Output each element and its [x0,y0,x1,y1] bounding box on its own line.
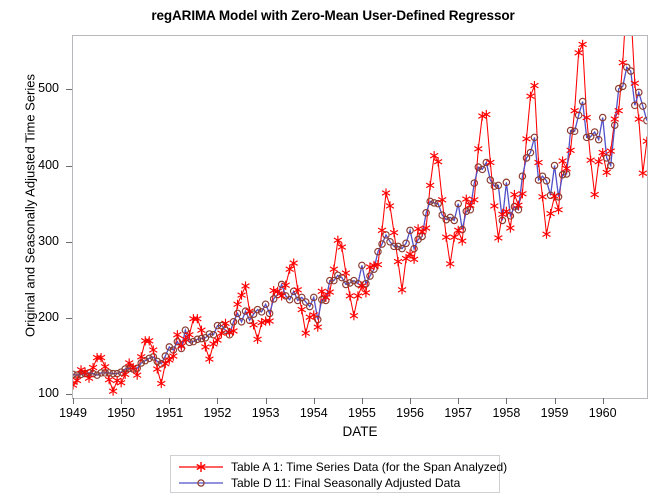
plot-area [72,35,648,399]
x-tick-mark [121,398,123,404]
page-title: regARIMA Model with Zero-Mean User-Defin… [151,8,515,23]
y-tick-label: 500 [38,81,59,96]
y-tick-label: 300 [38,233,59,248]
x-tick-mark [602,398,604,404]
x-tick-label: 1954 [299,406,328,420]
x-tick-mark [73,398,74,404]
y-tick-mark [66,89,72,91]
legend-label-original: Table A 1: Time Series Data (for the Spa… [231,460,508,474]
y-tick-label: 400 [38,157,59,172]
y-tick-mark [66,317,72,319]
x-tick-mark [410,398,412,404]
legend-item-adjusted: Table D 11: Final Seasonally Adjusted Da… [177,475,499,491]
x-tick-label: 1959 [540,406,569,420]
x-tick-label: 1950 [107,406,136,420]
x-axis-title: DATE [342,424,378,439]
x-tick-mark [506,398,508,404]
chart-legend: Table A 1: Time Series Data (for the Spa… [170,455,507,493]
x-tick-label: 1952 [203,406,232,420]
x-tick-mark [265,398,267,404]
x-tick-label: 1951 [155,406,184,420]
y-tick-label: 200 [38,309,59,324]
x-tick-label: 1949 [59,406,87,420]
x-tick-label: 1958 [492,406,521,420]
open-circle-icon [177,476,225,490]
y-tick-mark [66,241,72,243]
x-tick-label: 1956 [396,406,424,420]
legend-item-original: Table A 1: Time Series Data (for the Spa… [177,459,507,475]
legend-label-adjusted: Table D 11: Final Seasonally Adjusted Da… [231,476,461,490]
x-tick-mark [217,398,219,404]
y-tick-mark [66,394,72,396]
x-tick-mark [554,398,556,404]
y-tick-mark [66,165,72,167]
x-tick-mark [458,398,460,404]
asterisk-icon [177,460,225,474]
x-tick-mark [313,398,315,404]
x-tick-mark [169,398,171,404]
x-tick-mark [361,398,363,404]
x-tick-label: 1955 [348,406,376,420]
y-tick-label: 100 [38,386,59,401]
x-tick-label: 1960 [588,406,617,420]
plot-svg [73,36,647,396]
x-tick-label: 1957 [444,406,473,420]
x-tick-label: 1953 [251,406,280,420]
